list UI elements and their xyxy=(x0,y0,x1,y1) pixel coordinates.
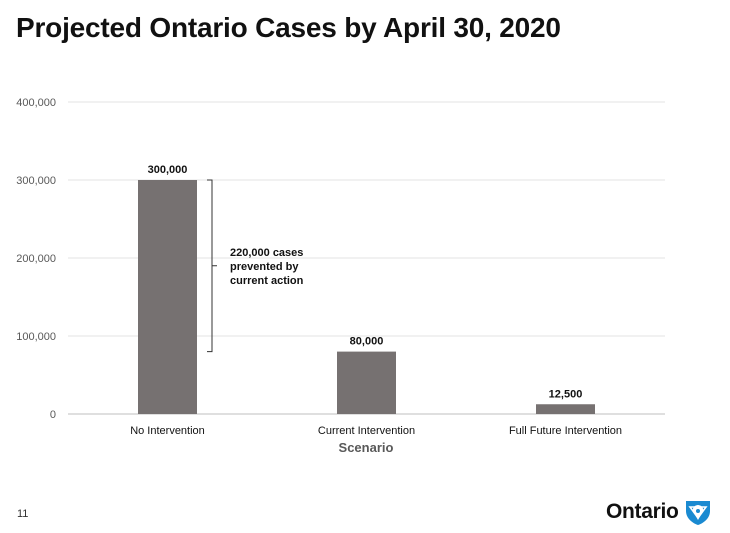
chart-title: Projected Ontario Cases by April 30, 202… xyxy=(16,12,561,43)
y-axis-ticks: 0 100,000 200,000 300,000 400,000 xyxy=(16,97,56,421)
data-labels: 300,000 80,000 12,500 xyxy=(148,164,583,400)
trillium-shield-icon xyxy=(685,501,710,525)
bar xyxy=(536,404,595,414)
y-tick-label: 0 xyxy=(50,409,56,421)
x-axis-categories: No Intervention Current Intervention Full … xyxy=(130,425,622,437)
x-axis-title: Scenario xyxy=(339,440,394,455)
bar xyxy=(138,180,197,414)
bars xyxy=(138,180,595,414)
x-category-label: Full Future Intervention xyxy=(509,425,622,437)
ontario-logo: Ontario xyxy=(606,497,712,527)
x-category-label: No Intervention xyxy=(130,425,205,437)
page-number: 11 xyxy=(17,508,29,520)
annotation-bracket-line xyxy=(207,179,217,353)
y-tick-label: 200,000 xyxy=(16,253,56,265)
y-tick-label: 100,000 xyxy=(16,331,56,343)
annotation-line: prevented by xyxy=(230,261,299,273)
y-tick-label: 400,000 xyxy=(16,97,56,109)
data-label: 300,000 xyxy=(148,164,188,176)
x-category-label: Current Intervention xyxy=(318,425,415,437)
y-tick-label: 300,000 xyxy=(16,175,56,187)
annotation-text: 220,000 cases prevented by current action xyxy=(230,247,304,287)
annotation-line: 220,000 cases xyxy=(230,247,303,259)
annotation-bracket: 220,000 cases prevented by current action xyxy=(207,179,304,353)
logo-wordmark: Ontario xyxy=(606,500,679,523)
data-label: 80,000 xyxy=(350,336,384,348)
data-label: 12,500 xyxy=(549,388,583,400)
annotation-line: current action xyxy=(230,275,304,287)
bar xyxy=(337,351,396,414)
